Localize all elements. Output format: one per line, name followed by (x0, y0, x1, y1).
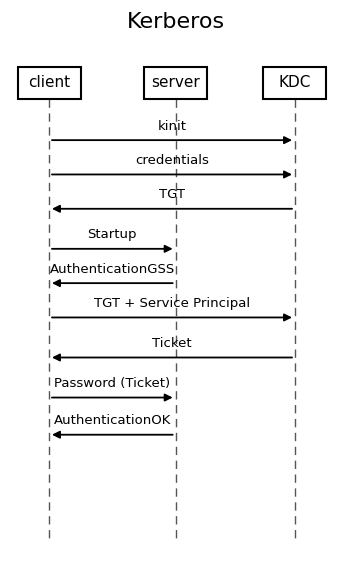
Text: TGT: TGT (159, 188, 185, 201)
Text: TGT + Service Principal: TGT + Service Principal (94, 297, 250, 310)
Text: AuthenticationOK: AuthenticationOK (54, 414, 171, 427)
Text: AuthenticationGSS: AuthenticationGSS (50, 263, 175, 276)
Bar (18, 67, 81, 98)
Text: KDC: KDC (279, 76, 311, 90)
Text: client: client (28, 76, 70, 90)
Text: server: server (151, 76, 200, 90)
Text: Kerberos: Kerberos (126, 12, 225, 31)
Text: Ticket: Ticket (152, 337, 192, 350)
Text: credentials: credentials (135, 154, 209, 167)
Text: Startup: Startup (87, 228, 137, 241)
Text: kinit: kinit (158, 120, 186, 133)
Text: Password (Ticket): Password (Ticket) (54, 377, 170, 390)
Bar (144, 67, 207, 98)
Bar (263, 67, 326, 98)
